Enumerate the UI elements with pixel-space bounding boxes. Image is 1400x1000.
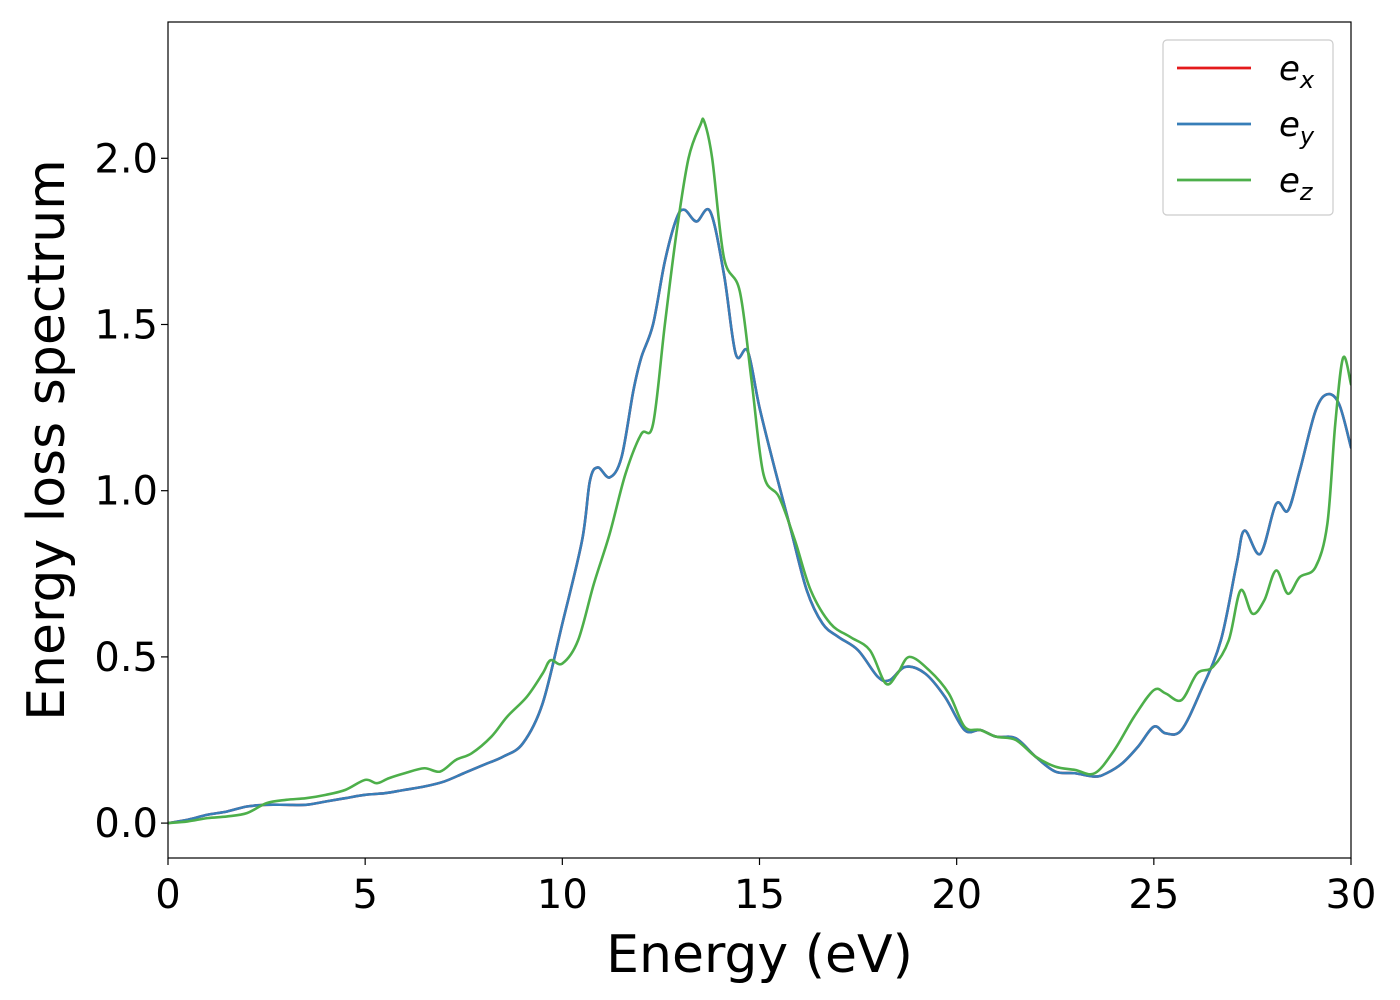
legend-box xyxy=(1162,39,1334,216)
legend-label-x: ex xyxy=(1279,49,1315,94)
series-line-x xyxy=(168,208,1351,825)
y-tick-label: 2.0 xyxy=(94,136,158,182)
legend-label-y: ey xyxy=(1279,105,1315,150)
x-axis-title: Energy (eV) xyxy=(606,925,913,985)
x-tick-label: 15 xyxy=(734,872,785,918)
legend-label-z: ez xyxy=(1279,161,1314,206)
y-tick-label: 1.0 xyxy=(94,469,158,515)
x-tick-label: 5 xyxy=(352,872,377,918)
x-tick-label: 30 xyxy=(1326,872,1377,918)
x-tick-label: 25 xyxy=(1128,872,1179,918)
y-tick-label: 0.5 xyxy=(94,635,158,681)
y-tick-label: 0.0 xyxy=(94,801,158,847)
y-tick-label: 1.5 xyxy=(94,302,158,348)
y-axis: 0.0 0.5 1.0 1.5 2.0 xyxy=(94,136,168,847)
series-layer xyxy=(168,117,1351,825)
legend: ex ey ez xyxy=(1162,39,1334,216)
x-tick-label: 10 xyxy=(537,872,588,918)
x-tick-label: 20 xyxy=(931,872,982,918)
x-tick-label: 0 xyxy=(155,872,180,918)
series-line-y xyxy=(168,208,1351,825)
series-line-z xyxy=(168,117,1351,825)
x-axis: 0 5 10 15 20 25 30 xyxy=(155,858,1376,918)
y-axis-title: Energy loss spectrum xyxy=(17,159,77,721)
